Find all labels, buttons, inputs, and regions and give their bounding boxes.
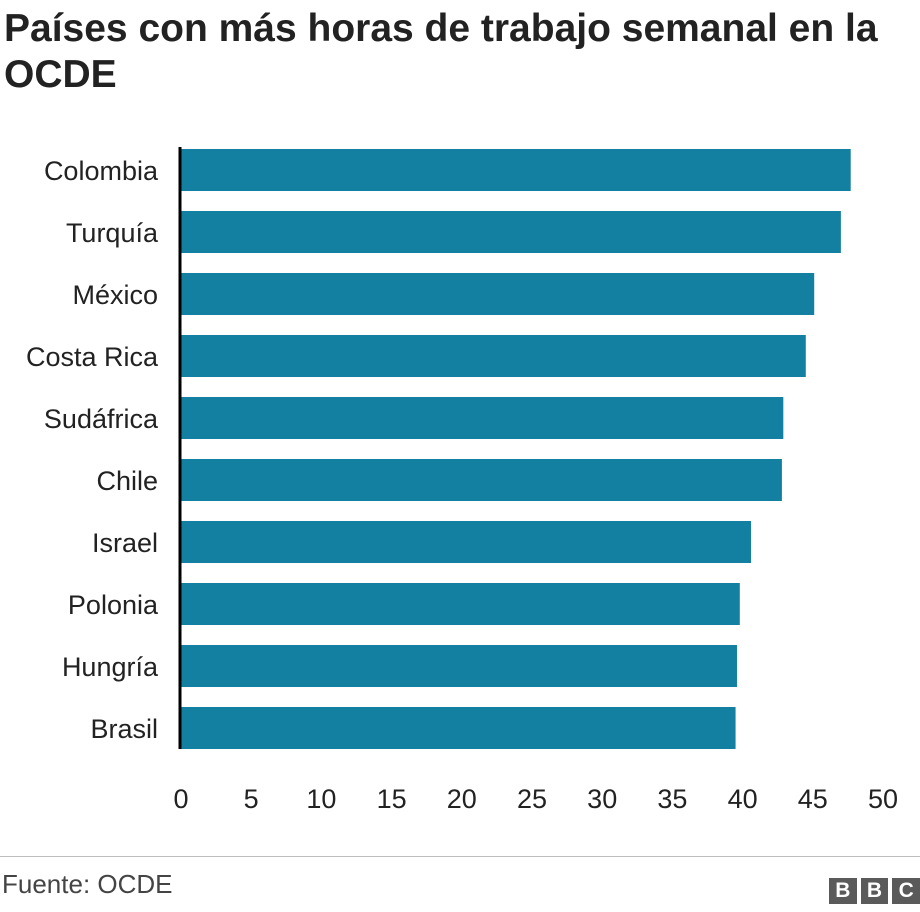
category-label: Israel	[92, 528, 158, 558]
category-label: Brasil	[90, 714, 158, 744]
category-label: Turquía	[66, 218, 159, 248]
category-label: Hungría	[62, 652, 159, 682]
x-tick-label: 40	[728, 784, 758, 814]
x-tick-label: 15	[377, 784, 407, 814]
bar-chart: Colombia Turquía México Costa Rica Sudáfrica…	[26, 147, 898, 814]
category-label: Colombia	[44, 156, 159, 186]
category-label: México	[72, 280, 158, 310]
x-tick-label: 45	[798, 784, 828, 814]
x-tick-label: 25	[517, 784, 547, 814]
bar-colombia	[181, 149, 851, 191]
bar-méxico	[181, 273, 815, 315]
bar-polonia	[181, 583, 740, 625]
bars-group	[181, 149, 851, 749]
x-axis-tick-labels: 0 5 10 15 20 25 30 35 40 45 50	[173, 784, 898, 814]
bar-chile	[181, 459, 782, 501]
category-label: Chile	[96, 466, 158, 496]
x-tick-label: 35	[657, 784, 687, 814]
bbc-logo: B B C	[829, 878, 920, 904]
bar-hungría	[181, 645, 737, 687]
x-tick-label: 30	[587, 784, 617, 814]
logo-letter: B	[860, 878, 889, 904]
x-tick-label: 50	[868, 784, 898, 814]
category-label: Sudáfrica	[44, 404, 159, 434]
logo-letter: C	[892, 878, 920, 904]
category-label: Costa Rica	[26, 342, 159, 372]
category-labels: Colombia Turquía México Costa Rica Sudáfrica…	[26, 156, 159, 744]
chart-title: Países con más horas de trabajo semanal …	[4, 7, 878, 96]
bar-costa-rica	[181, 335, 806, 377]
footer-divider	[0, 856, 920, 857]
source-note: Fuente: OCDE	[2, 869, 173, 899]
logo-letter: B	[829, 878, 857, 904]
x-tick-label: 0	[173, 784, 188, 814]
bar-brasil	[181, 707, 736, 749]
bar-turquía	[181, 211, 841, 253]
bar-sudáfrica	[181, 397, 784, 439]
bar-israel	[181, 521, 752, 563]
x-tick-label: 20	[447, 784, 477, 814]
category-label: Polonia	[68, 590, 159, 620]
x-tick-label: 10	[306, 784, 336, 814]
x-tick-label: 5	[244, 784, 259, 814]
